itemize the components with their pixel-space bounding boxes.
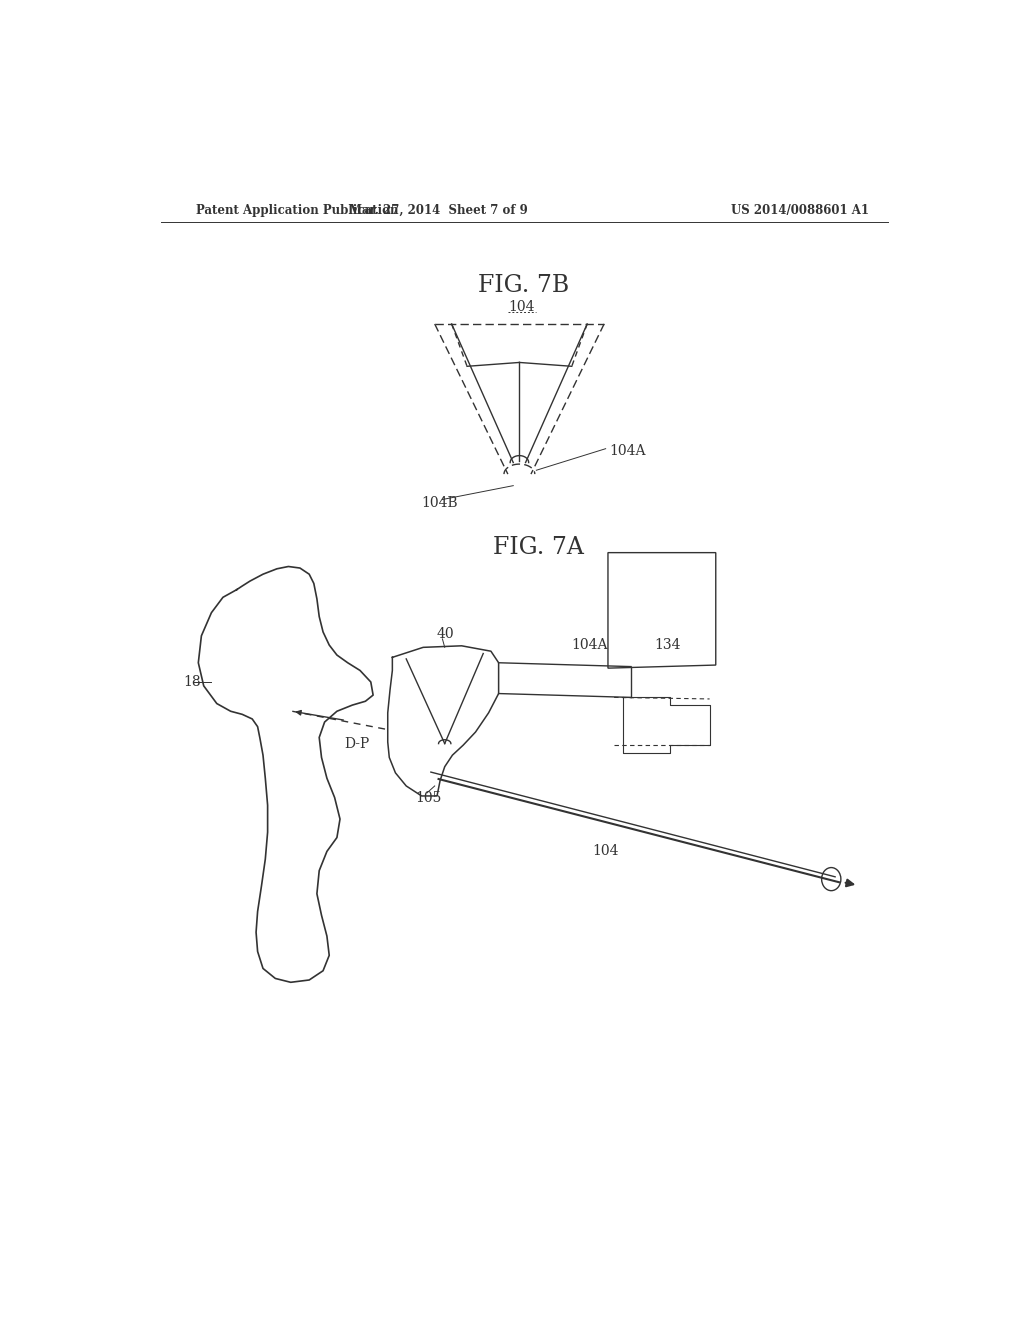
Text: FIG. 7B: FIG. 7B xyxy=(477,275,569,297)
Text: 104B: 104B xyxy=(421,495,458,510)
Text: Patent Application Publication: Patent Application Publication xyxy=(196,205,398,218)
Text: 105: 105 xyxy=(416,791,441,804)
Text: 40: 40 xyxy=(437,627,455,642)
Text: US 2014/0088601 A1: US 2014/0088601 A1 xyxy=(731,205,869,218)
Text: 104: 104 xyxy=(593,845,620,858)
Text: FIG. 7A: FIG. 7A xyxy=(494,536,584,558)
Text: 134: 134 xyxy=(654,638,681,652)
Text: D-P: D-P xyxy=(345,737,370,751)
Text: 104: 104 xyxy=(509,300,535,314)
Text: 18: 18 xyxy=(183,675,201,689)
Text: 104A: 104A xyxy=(609,444,646,458)
Text: Mar. 27, 2014  Sheet 7 of 9: Mar. 27, 2014 Sheet 7 of 9 xyxy=(349,205,528,218)
Text: 104A: 104A xyxy=(571,638,608,652)
